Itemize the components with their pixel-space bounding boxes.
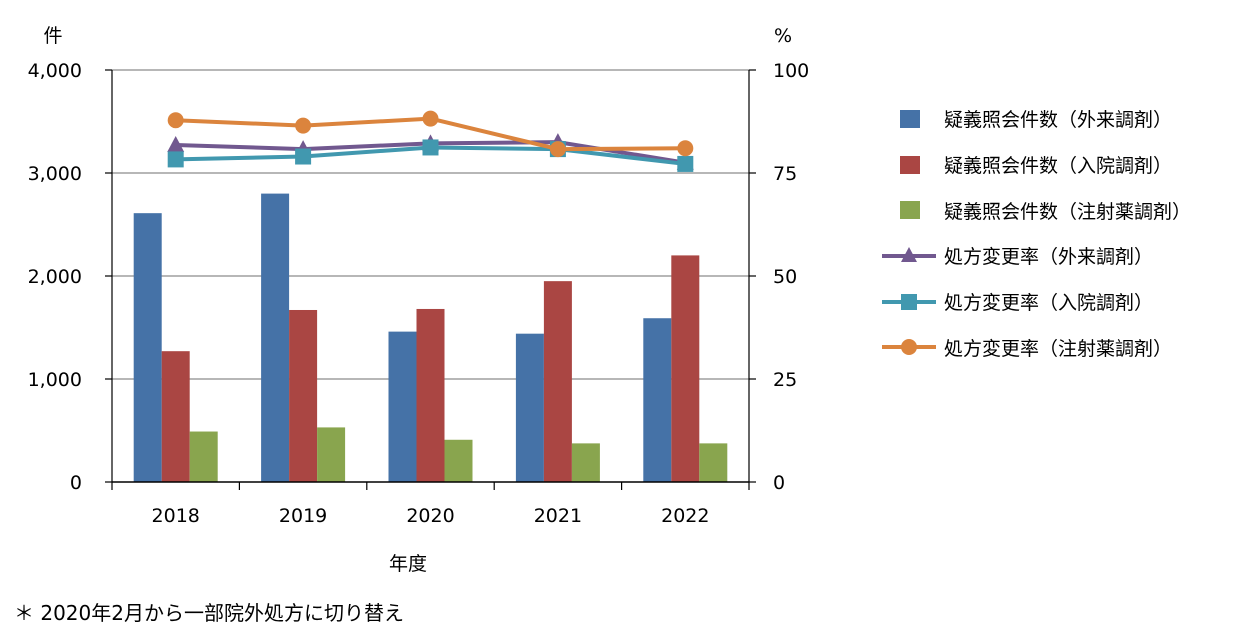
bar (289, 309, 318, 482)
y-left-tick-label: 3,000 (28, 163, 82, 185)
legend-key-bar (880, 198, 938, 222)
legend-key-bar (880, 107, 938, 131)
legend-key-circle-marker-icon (880, 335, 938, 359)
y-left-tick-label: 2,000 (28, 266, 82, 288)
bar (416, 308, 445, 482)
legend-label: 処方変更率（注射薬調剤） (944, 337, 1173, 360)
legend-item-line-injection: 処方変更率（注射薬調剤） (880, 324, 1191, 370)
y-right-tick-label: 100 (773, 60, 809, 82)
legend-item-line-inpatient: 処方変更率（入院調剤） (880, 279, 1191, 325)
y-right-tick-label: 25 (773, 369, 797, 391)
legend-label: 処方変更率（外来調剤） (944, 246, 1154, 269)
axes (105, 69, 756, 490)
bars (133, 193, 728, 483)
bar (543, 281, 572, 482)
bar (571, 443, 600, 482)
x-axis-title: 年度 (389, 553, 427, 575)
line-point-circle (677, 140, 694, 157)
y-right-tick-label: 0 (773, 472, 785, 494)
x-tick-label: 2021 (534, 505, 582, 527)
right-axis-unit-label: % (774, 25, 792, 47)
bar (643, 318, 672, 482)
legend-item-bar-outpatient: 疑義照会件数（外来調剤） (880, 96, 1191, 142)
y-left-tick-label: 1,000 (28, 369, 82, 391)
bar (699, 443, 728, 482)
x-tick-label: 2019 (279, 505, 327, 527)
legend-item-bar-injection: 疑義照会件数（注射薬調剤） (880, 187, 1191, 233)
footnote: ＊ 2020年2月から一部院外処方に切り替え (14, 601, 404, 625)
legend: 疑義照会件数（外来調剤） 疑義照会件数（入院調剤） 疑義照会件数（注射薬調剤） … (880, 96, 1191, 370)
left-axis-unit-label: 件 (43, 25, 62, 47)
line-point-circle (422, 110, 439, 127)
x-tick-label: 2020 (406, 505, 454, 527)
line-point-square (295, 148, 312, 165)
legend-item-bar-inpatient: 疑義照会件数（入院調剤） (880, 142, 1191, 188)
legend-key-bar (880, 153, 938, 177)
legend-label: 疑義照会件数（注射薬調剤） (944, 200, 1192, 223)
line-point-triangle (167, 135, 185, 152)
x-tick-label: 2018 (152, 505, 200, 527)
line-point-square (167, 151, 184, 168)
x-tick-label: 2022 (661, 505, 709, 527)
legend-label: 疑義照会件数（入院調剤） (944, 155, 1173, 178)
bar (189, 431, 218, 482)
y-right-tick-label: 75 (773, 163, 797, 185)
bar (161, 351, 190, 482)
line-point-square (677, 155, 694, 172)
legend-item-line-outpatient: 処方変更率（外来調剤） (880, 233, 1191, 279)
bar (444, 439, 473, 482)
legend-key-square-marker-icon (880, 290, 938, 314)
bar (671, 255, 700, 482)
line-point-circle (549, 141, 566, 158)
bar (133, 213, 162, 483)
y-right-tick-label: 50 (773, 266, 797, 288)
bar (515, 333, 544, 482)
legend-label: 疑義照会件数（外来調剤） (944, 109, 1173, 132)
line-point-circle (295, 117, 312, 134)
y-left-tick-label: 0 (70, 472, 82, 494)
tick-labels: 0 1,000 2,000 3,000 4,000 0 25 50 75 100 2018 2019 2… (28, 60, 810, 527)
lines (167, 110, 694, 172)
bar (317, 427, 346, 482)
legend-key-triangle-marker-icon (880, 244, 938, 268)
line-point-square (422, 139, 439, 156)
bar (261, 193, 290, 482)
legend-label: 処方変更率（入院調剤） (944, 292, 1154, 315)
bar (388, 331, 417, 482)
y-left-tick-label: 4,000 (28, 60, 82, 82)
line-point-circle (167, 112, 184, 129)
